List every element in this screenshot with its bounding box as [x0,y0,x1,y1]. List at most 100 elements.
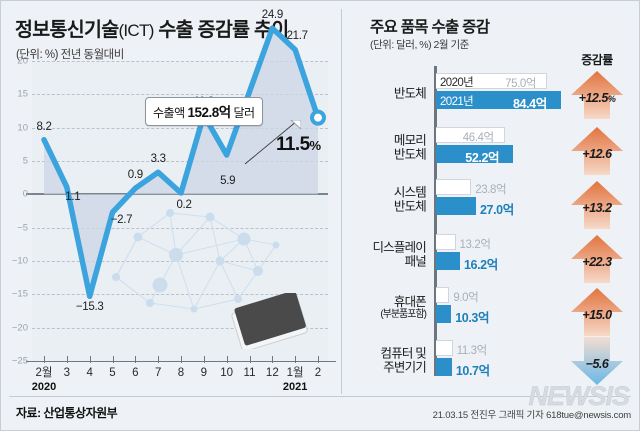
growth-rate-header: 증감률 [581,53,613,67]
network-graphic [112,209,280,313]
bar-current-value-label: 52.2억 [465,151,500,165]
growth-rate-value: +12.6 [566,147,628,161]
arrow-up-icon [571,181,623,229]
gridline--15 [32,294,328,296]
right-panel-bar-chart: 주요 품목 수출 증감 (단위: 달러, %) 2월 기준 증감률 반도체 75.… [342,1,640,432]
growth-arrow-down: −5.6 [566,337,628,387]
x-tick-month: 4 [86,367,93,379]
footer-divider [9,396,631,397]
x-tick-month: 5 [109,367,116,379]
bar-row: 반도체 75.0억 84.4억 2020년 2021년 [342,71,640,117]
newsis-watermark: NEWSIS [528,381,630,411]
line-data-label: 5.9 [220,175,236,187]
bar-current-year [436,197,476,215]
x-axis-tick-label: 9 [201,367,207,380]
arrow-up-icon [571,235,623,283]
arrow-shape [571,337,623,385]
gridline-5 [32,161,328,162]
left-panel-line-chart: 정보통신기술(ICT) 수출 증감률 추이 (단위: %) 전년 동월대비 20… [1,1,341,432]
bar-previous-year [436,179,472,195]
credit-line: 21.03.15 전진우 그래픽 기자 618tue@newsis.com [432,410,632,421]
line-data-label: 0.9 [127,169,143,182]
vertical-divider [341,9,342,394]
line-series-path [41,25,321,300]
x-axis-tick-label: 1월 2021 [283,367,307,393]
growth-rate-number: +12.6 [582,147,612,161]
line-series-svg [41,25,326,300]
x-axis-tick-label: 6 [132,367,138,380]
bar-previous-value-label: 11.3억 [456,345,488,357]
growth-arrow-up: +13.2 [566,179,628,229]
bar-current-value-label: 10.7억 [455,364,490,378]
tablet-graphic [231,290,308,352]
x-tick-year: 2021 [282,380,308,393]
bar-current-year [436,305,452,323]
x-axis-tick [272,356,274,363]
x-axis-tick [203,356,205,363]
bar-row: 컴퓨터 및 주변기기 11.3억 10.7억 [342,338,640,384]
x-axis-tick [318,356,319,363]
bar-row: 시스템 반도체 23.8억 27.0억 [342,177,640,223]
right-title: 주요 품목 수출 증감 [370,19,490,36]
growth-rate-value: +13.2 [566,201,628,215]
bar-previous-value-label: 9.0억 [453,292,479,304]
last-point-marker [310,109,326,126]
line-data-label: 21.7 [286,29,308,42]
growth-rate-number: +13.2 [582,201,612,215]
bar-category-line: 디스플레이 [372,240,426,255]
bar-current-year [436,252,460,270]
x-tick-month: 9 [200,367,208,379]
bar-current-year [436,145,514,163]
x-axis-tick-label: 7 [155,367,161,380]
bar-previous-value-label: 75.0억 [505,78,537,90]
bar-previous-year [436,127,505,143]
x-tick-month: 3 [63,367,71,379]
growth-rate-percent-sign: % [607,94,616,104]
line-data-label: 1.1 [65,191,81,203]
bar-previous-value-label: 13.2억 [459,239,491,251]
x-axis-tick-label: 11 [244,367,256,380]
x-axis-tick-label: 4 [86,367,92,380]
x-axis-tick-label: 3 [64,367,70,380]
tablet-device-decoration [229,290,309,352]
x-axis-tick-label: 12 [266,367,279,380]
line-data-label: 8.2 [36,120,52,133]
y-axis-tick-label: 0 [22,188,28,200]
title-part-korean-2: 수출 증감률 추이 [153,19,289,41]
y-axis-tick-label: −5 [17,222,28,234]
bar-current-value-label: 10.3억 [455,311,490,325]
growth-arrow-up: +12.6 [566,125,628,175]
x-axis-tick [89,356,91,363]
callout-value: 152.8억 [187,105,231,120]
x-tick-month: 1월 [286,367,304,379]
bar-category-line: 패널 [404,254,427,268]
line-data-label: 0.2 [176,199,192,211]
arrow-shape [571,127,623,175]
growth-rate-value: −5.6 [566,357,628,371]
x-axis-tick-label: 2 [315,367,321,380]
x-axis-tick-label: 10 [220,367,233,380]
gridline--5 [32,227,328,229]
bar-category-line: 메모리 [393,133,427,148]
x-axis-tick [112,356,114,363]
callout-suffix: 달러 [230,106,256,120]
growth-rate-number: +12.5 [578,91,609,105]
bar-category-line: 컴퓨터 및 [380,346,427,361]
arrow-down-icon [571,337,623,385]
network-decoration [98,199,288,319]
x-axis-tick-label: 5 [109,367,115,380]
arrow-shape [571,181,623,229]
y-axis-tick-label: −15 [11,288,28,300]
gridline--20 [32,327,328,329]
final-value-number: 11.5 [276,133,310,155]
right-unit-note: (단위: 달러, %) 2월 기준 [370,39,469,51]
x-axis-tick [135,356,137,363]
bar-previous-value-label: 46.4억 [462,132,494,144]
y-axis-tick-label: 5 [22,155,28,167]
y-axis-tick-label: 15 [17,88,28,100]
bar-current-year [436,91,561,109]
x-tick-month: 6 [132,367,139,379]
y-axis-tick-label: −10 [11,255,28,267]
x-tick-month: 10 [220,367,234,379]
